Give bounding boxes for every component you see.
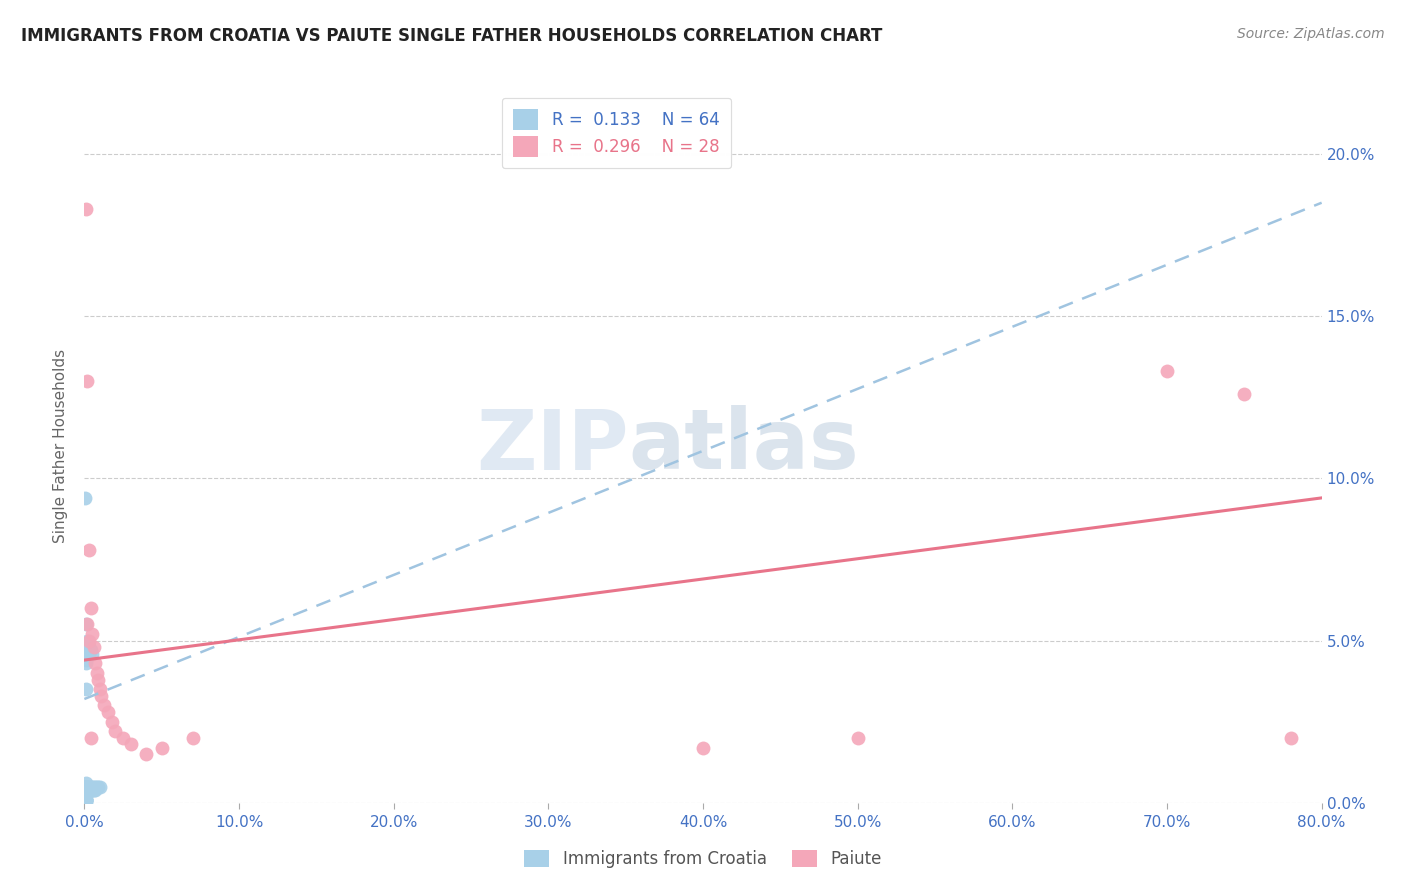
Point: [83, 782, 105, 797]
Point: [75, 782, 97, 797]
Point: [89, 780, 111, 794]
Point: [82, 780, 104, 794]
Point: [73, 786, 96, 800]
Point: [84, 657, 107, 671]
Point: [75, 647, 97, 661]
Point: [77, 643, 100, 657]
Point: [75, 202, 97, 217]
Point: [75, 780, 97, 794]
Point: [75, 786, 97, 800]
Point: [150, 740, 173, 755]
Point: [75, 786, 97, 800]
Point: [82, 782, 104, 797]
Point: [90, 689, 112, 703]
Point: [76, 782, 98, 797]
Point: [77, 780, 100, 794]
Point: [77, 640, 100, 654]
Point: [82, 627, 104, 641]
Point: [692, 740, 714, 755]
Point: [75, 491, 97, 505]
Point: [75, 780, 97, 794]
Point: [75, 617, 97, 632]
Point: [84, 782, 107, 797]
Point: [73, 782, 96, 797]
Point: [76, 786, 98, 800]
Text: Source: ZipAtlas.com: Source: ZipAtlas.com: [1237, 27, 1385, 41]
Point: [75, 682, 97, 697]
Point: [83, 640, 105, 654]
Point: [93, 698, 115, 713]
Point: [75, 643, 97, 657]
Point: [76, 780, 98, 794]
Point: [75, 780, 97, 794]
Point: [76, 374, 98, 388]
Point: [76, 643, 98, 657]
Point: [73, 780, 96, 794]
Point: [75, 786, 97, 800]
Point: [75, 792, 97, 806]
Point: [87, 673, 110, 687]
Text: atlas: atlas: [628, 406, 859, 486]
Point: [75, 789, 97, 804]
Point: [77, 542, 100, 557]
Text: IMMIGRANTS FROM CROATIA VS PAIUTE SINGLE FATHER HOUSEHOLDS CORRELATION CHART: IMMIGRANTS FROM CROATIA VS PAIUTE SINGLE…: [21, 27, 883, 45]
Point: [97, 705, 120, 719]
Point: [75, 792, 97, 806]
Point: [76, 780, 98, 794]
Point: [75, 780, 97, 794]
Point: [135, 747, 157, 761]
Point: [846, 731, 869, 745]
Point: [86, 666, 108, 681]
Point: [84, 780, 107, 794]
Point: [75, 786, 97, 800]
Text: ZIP: ZIP: [477, 406, 628, 486]
Point: [75, 653, 97, 667]
Point: [79, 643, 101, 657]
Point: [1156, 364, 1178, 378]
Point: [76, 782, 98, 797]
Point: [82, 647, 104, 661]
Point: [79, 782, 101, 797]
Y-axis label: Single Father Households: Single Father Households: [53, 349, 69, 543]
Point: [76, 617, 98, 632]
Point: [101, 714, 124, 729]
Legend: R =  0.133    N = 64, R =  0.296    N = 28: R = 0.133 N = 64, R = 0.296 N = 28: [502, 97, 731, 169]
Point: [79, 601, 101, 615]
Point: [1279, 731, 1302, 745]
Point: [75, 792, 97, 806]
Point: [120, 738, 142, 752]
Point: [89, 682, 111, 697]
Point: [75, 786, 97, 800]
Point: [77, 647, 100, 661]
Point: [104, 724, 127, 739]
Point: [75, 640, 97, 654]
Point: [87, 780, 110, 794]
Point: [75, 782, 97, 797]
Point: [75, 786, 97, 800]
Point: [1233, 387, 1256, 401]
Point: [76, 647, 98, 661]
Point: [73, 780, 96, 794]
Legend: Immigrants from Croatia, Paiute: Immigrants from Croatia, Paiute: [517, 843, 889, 875]
Point: [75, 649, 97, 664]
Point: [73, 786, 96, 800]
Point: [181, 731, 204, 745]
Point: [77, 633, 100, 648]
Point: [73, 782, 96, 797]
Point: [73, 796, 96, 810]
Point: [75, 657, 97, 671]
Point: [86, 780, 108, 794]
Point: [75, 792, 97, 806]
Point: [83, 780, 105, 794]
Point: [75, 796, 97, 810]
Point: [75, 776, 97, 790]
Point: [79, 731, 101, 745]
Point: [75, 792, 97, 806]
Point: [75, 782, 97, 797]
Point: [79, 780, 101, 794]
Point: [75, 782, 97, 797]
Point: [75, 782, 97, 797]
Point: [76, 633, 98, 648]
Point: [112, 731, 135, 745]
